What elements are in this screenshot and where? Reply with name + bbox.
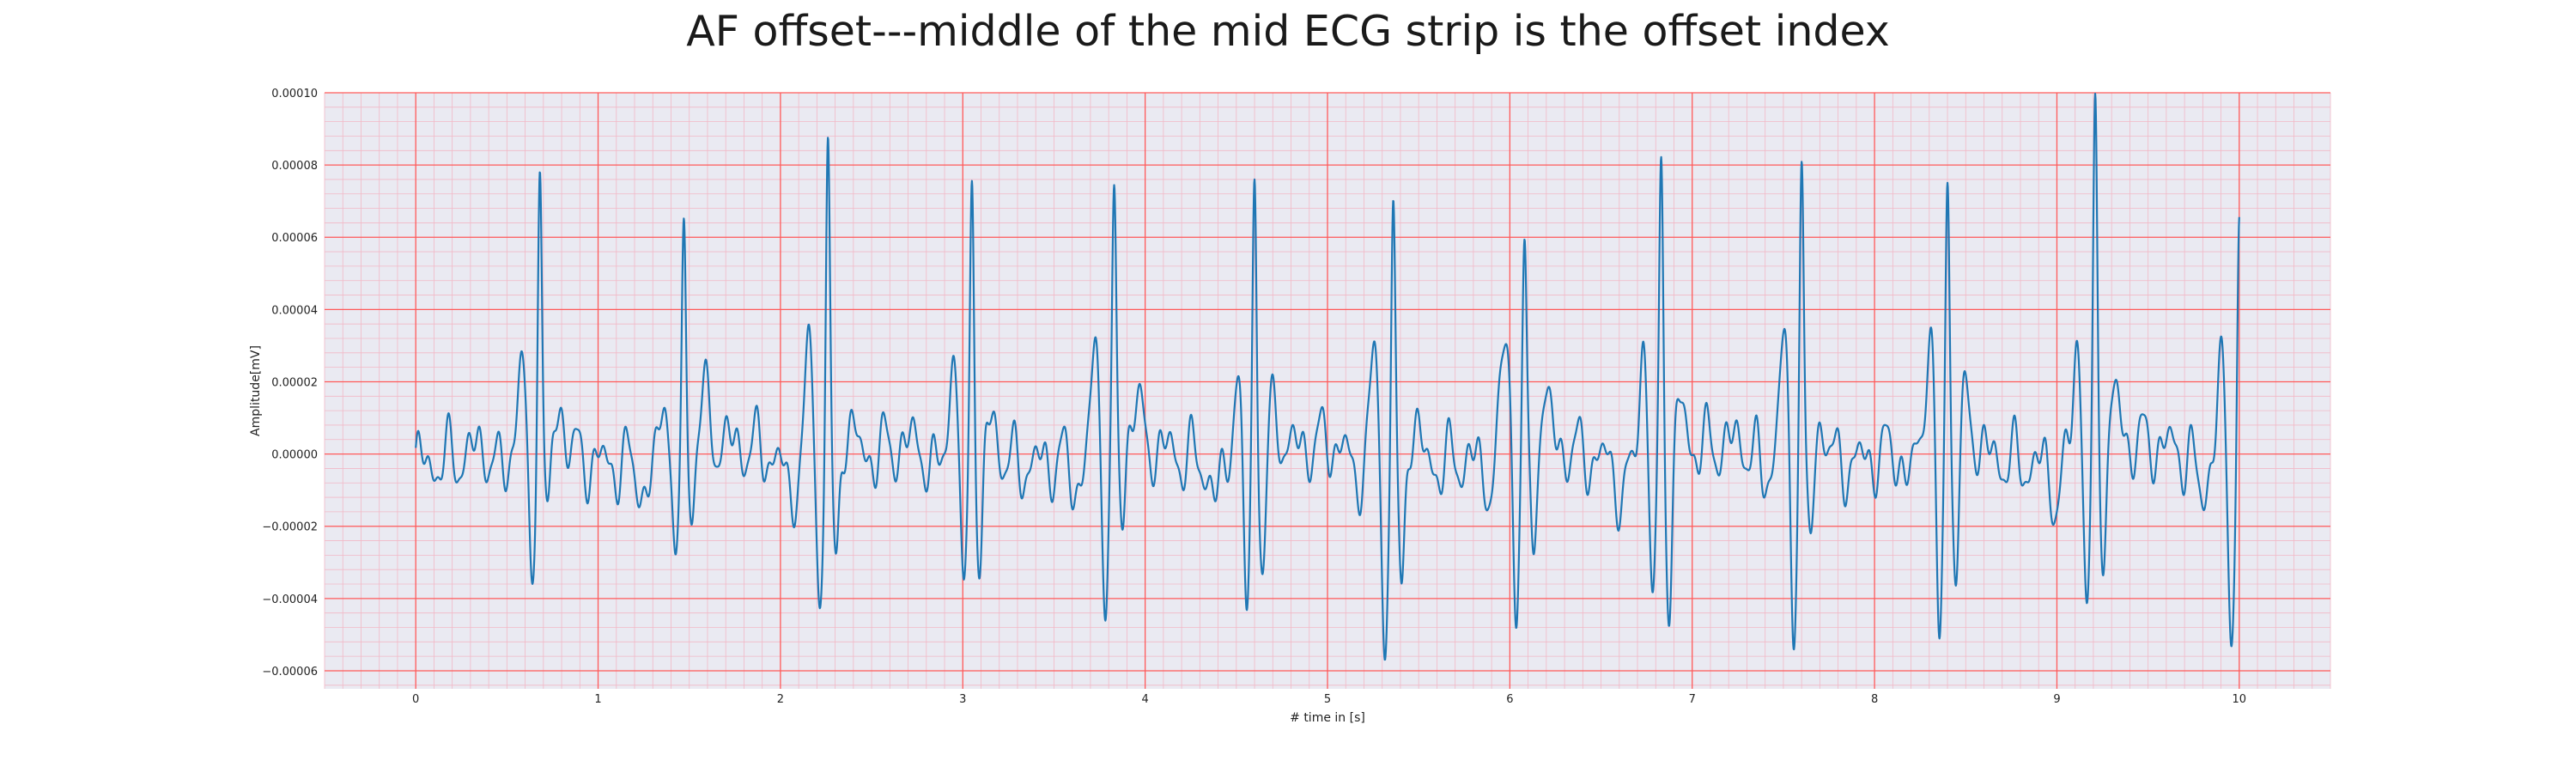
x-tick-label: 4 (1141, 693, 1148, 706)
y-tick-label: 0.00008 (271, 160, 318, 173)
x-tick-label: 10 (2233, 693, 2247, 706)
x-tick-label: 2 (777, 693, 784, 706)
y-axis-label: Amplitude[mV] (249, 345, 263, 436)
x-axis-label: # time in [s] (1290, 711, 1365, 725)
x-tick-label: 6 (1506, 693, 1513, 706)
major-grid (325, 92, 2330, 689)
x-tick-label: 3 (959, 693, 966, 706)
y-tick-label: −0.00006 (262, 666, 318, 679)
x-tick-label: 9 (2053, 693, 2060, 706)
y-tick-label: 0.00006 (271, 232, 318, 245)
x-tick-label: 7 (1689, 693, 1696, 706)
y-tick-label: 0.00010 (271, 88, 318, 100)
chart-title: AF offset---middle of the mid ECG strip … (686, 7, 1890, 56)
x-tick-label: 1 (594, 693, 601, 706)
y-tick-label: 0.00002 (271, 376, 318, 389)
x-tick-label: 8 (1871, 693, 1878, 706)
x-tick-label: 0 (412, 693, 419, 706)
x-tick-labels: 0 1 2 3 4 5 6 7 8 9 10 (412, 693, 2246, 706)
y-tick-labels: −0.00006 −0.00004 −0.00002 0.00000 0.00002 0.… (262, 88, 318, 679)
y-tick-label: −0.00002 (262, 521, 318, 534)
y-tick-label: 0.00000 (271, 449, 318, 462)
y-tick-label: −0.00004 (262, 593, 318, 606)
x-tick-label: 5 (1324, 693, 1331, 706)
ecg-series-line (415, 92, 2240, 661)
y-tick-label: 0.00004 (271, 304, 318, 317)
